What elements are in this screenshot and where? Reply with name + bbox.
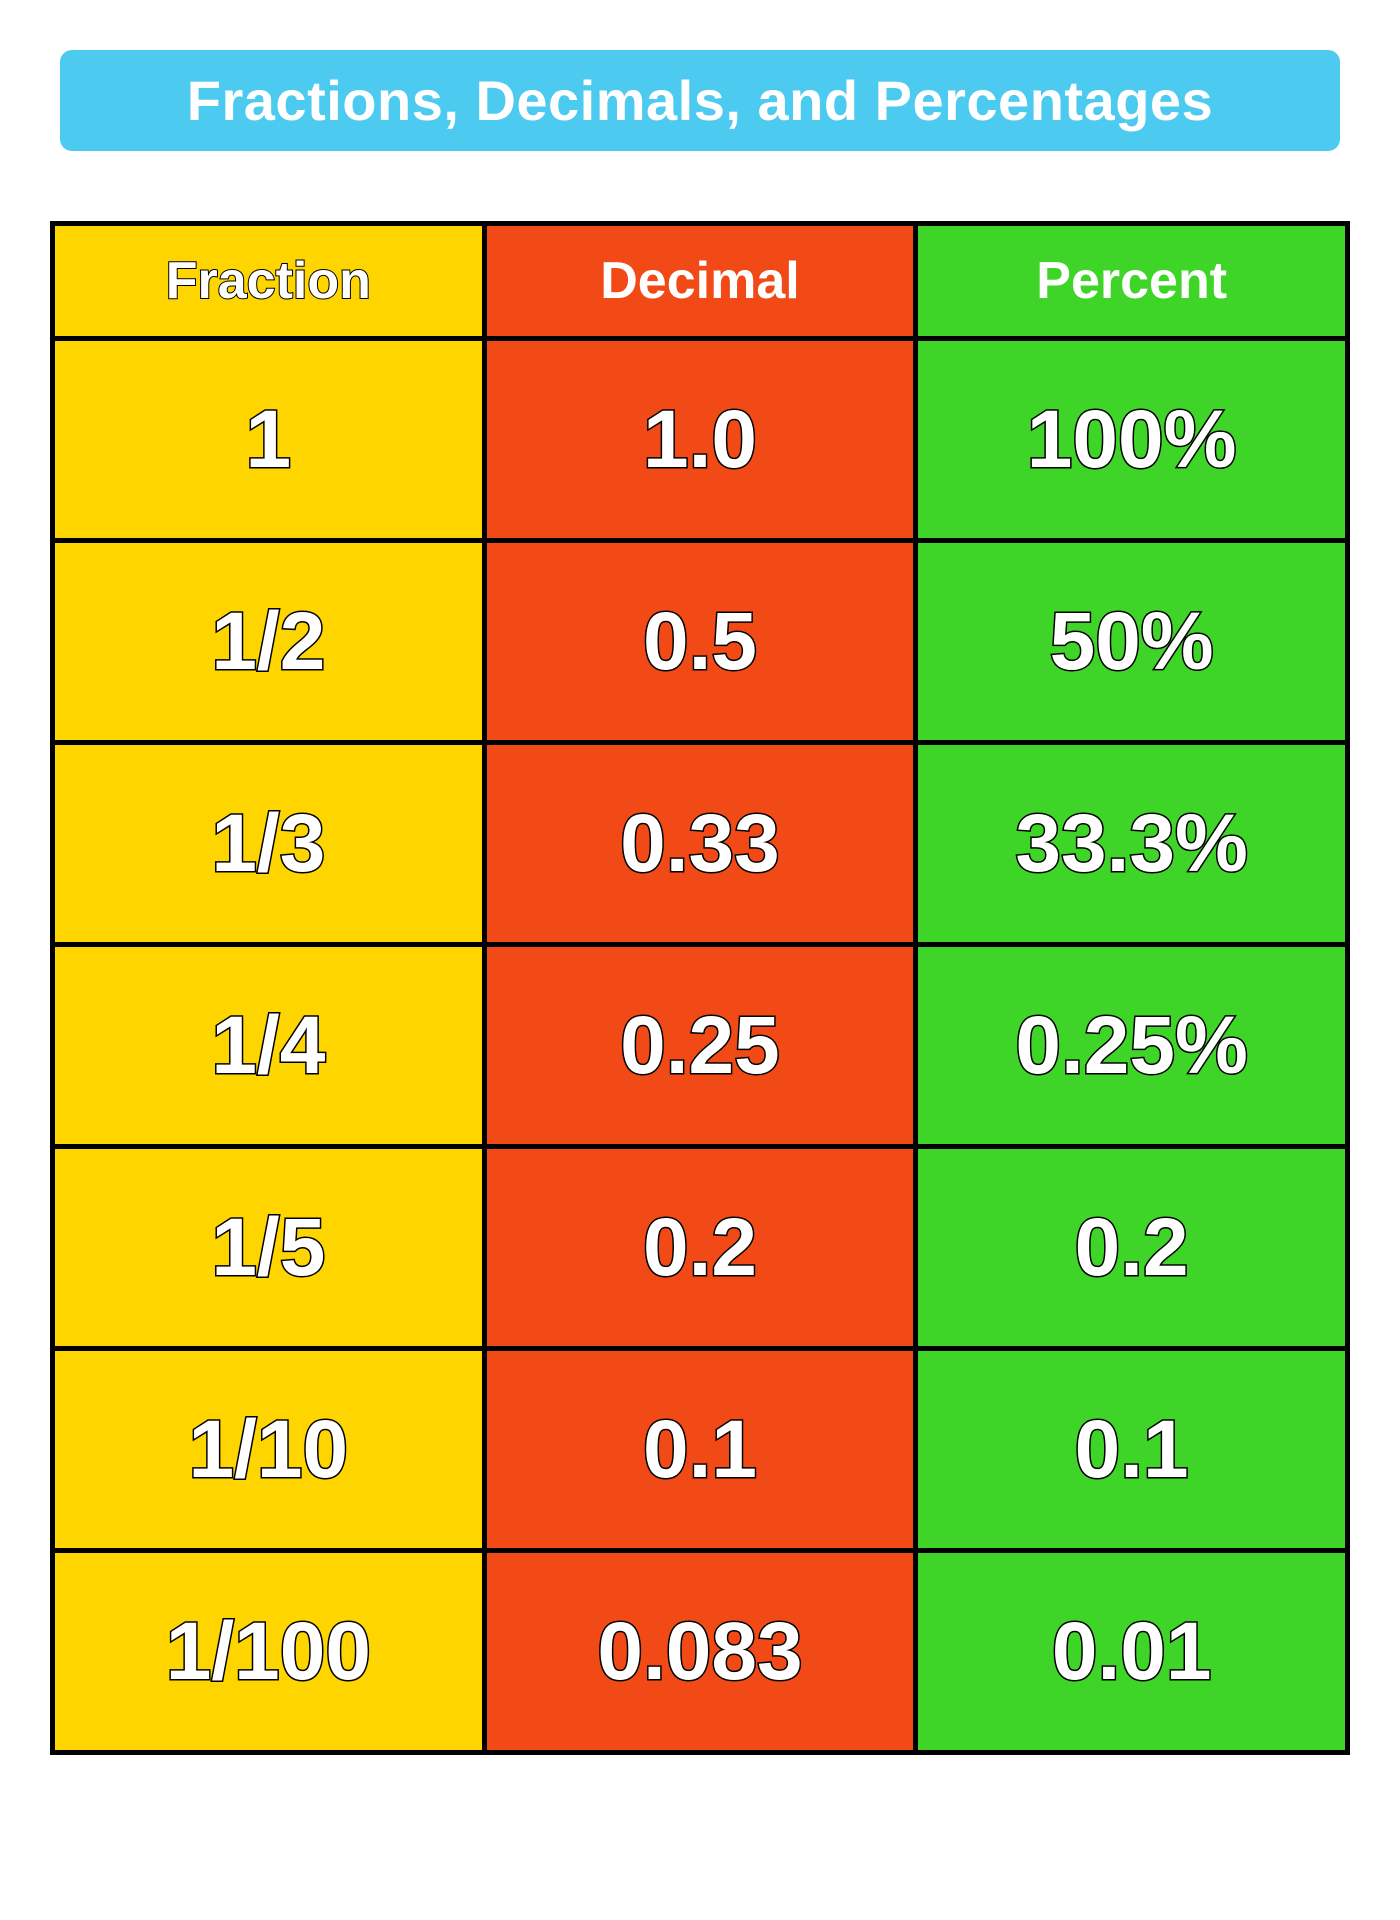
cell-percent: 0.1: [916, 1349, 1348, 1551]
cell-fraction: 1: [53, 339, 485, 541]
conversion-table: Fraction Decimal Percent 1 1.0 100% 1/2 …: [50, 221, 1350, 1755]
cell-fraction: 1/100: [53, 1551, 485, 1753]
table-row: 1/100 0.083 0.01: [53, 1551, 1348, 1753]
cell-value: 0.5: [643, 596, 757, 687]
cell-value: 1/4: [211, 1000, 325, 1091]
cell-fraction: 1/2: [53, 541, 485, 743]
cell-decimal: 0.5: [484, 541, 916, 743]
cell-fraction: 1/4: [53, 945, 485, 1147]
table-row: 1/10 0.1 0.1: [53, 1349, 1348, 1551]
cell-value: 0.33: [620, 798, 780, 889]
cell-decimal: 0.33: [484, 743, 916, 945]
header-decimal: Decimal: [484, 224, 916, 339]
table-header-row: Fraction Decimal Percent: [53, 224, 1348, 339]
cell-decimal: 1.0: [484, 339, 916, 541]
cell-percent: 50%: [916, 541, 1348, 743]
table-row: 1 1.0 100%: [53, 339, 1348, 541]
cell-value: 1: [246, 394, 292, 485]
cell-value: 100%: [1027, 394, 1237, 485]
header-fraction-label: Fraction: [166, 252, 371, 310]
cell-value: 0.2: [1075, 1202, 1189, 1293]
cell-value: 0.2: [643, 1202, 757, 1293]
cell-value: 1.0: [643, 394, 757, 485]
cell-value: 50%: [1050, 596, 1214, 687]
table-row: 1/3 0.33 33.3%: [53, 743, 1348, 945]
cell-value: 0.25%: [1015, 1000, 1248, 1091]
cell-value: 1/3: [211, 798, 325, 889]
cell-value: 0.25: [620, 1000, 780, 1091]
cell-percent: 0.01: [916, 1551, 1348, 1753]
cell-fraction: 1/3: [53, 743, 485, 945]
cell-percent: 0.25%: [916, 945, 1348, 1147]
cell-value: 0.1: [643, 1404, 757, 1495]
title-banner: Fractions, Decimals, and Percentages: [60, 50, 1340, 151]
header-decimal-label: Decimal: [600, 252, 799, 310]
cell-value: 0.1: [1075, 1404, 1189, 1495]
cell-value: 1/100: [166, 1606, 371, 1697]
cell-value: 1/10: [189, 1404, 349, 1495]
header-fraction: Fraction: [53, 224, 485, 339]
cell-decimal: 0.083: [484, 1551, 916, 1753]
cell-percent: 33.3%: [916, 743, 1348, 945]
cell-decimal: 0.1: [484, 1349, 916, 1551]
cell-value: 1/5: [211, 1202, 325, 1293]
cell-value: 33.3%: [1015, 798, 1248, 889]
header-percent-label: Percent: [1036, 252, 1227, 310]
cell-value: 0.01: [1052, 1606, 1212, 1697]
cell-fraction: 1/10: [53, 1349, 485, 1551]
header-percent: Percent: [916, 224, 1348, 339]
cell-decimal: 0.25: [484, 945, 916, 1147]
table-row: 1/5 0.2 0.2: [53, 1147, 1348, 1349]
page-title: Fractions, Decimals, and Percentages: [187, 69, 1213, 132]
table-body: 1 1.0 100% 1/2 0.5 50% 1/3 0.33 33.3% 1/…: [53, 339, 1348, 1753]
cell-value: 0.083: [597, 1606, 802, 1697]
cell-percent: 0.2: [916, 1147, 1348, 1349]
cell-decimal: 0.2: [484, 1147, 916, 1349]
table-row: 1/4 0.25 0.25%: [53, 945, 1348, 1147]
table-row: 1/2 0.5 50%: [53, 541, 1348, 743]
cell-value: 1/2: [211, 596, 325, 687]
cell-fraction: 1/5: [53, 1147, 485, 1349]
cell-percent: 100%: [916, 339, 1348, 541]
